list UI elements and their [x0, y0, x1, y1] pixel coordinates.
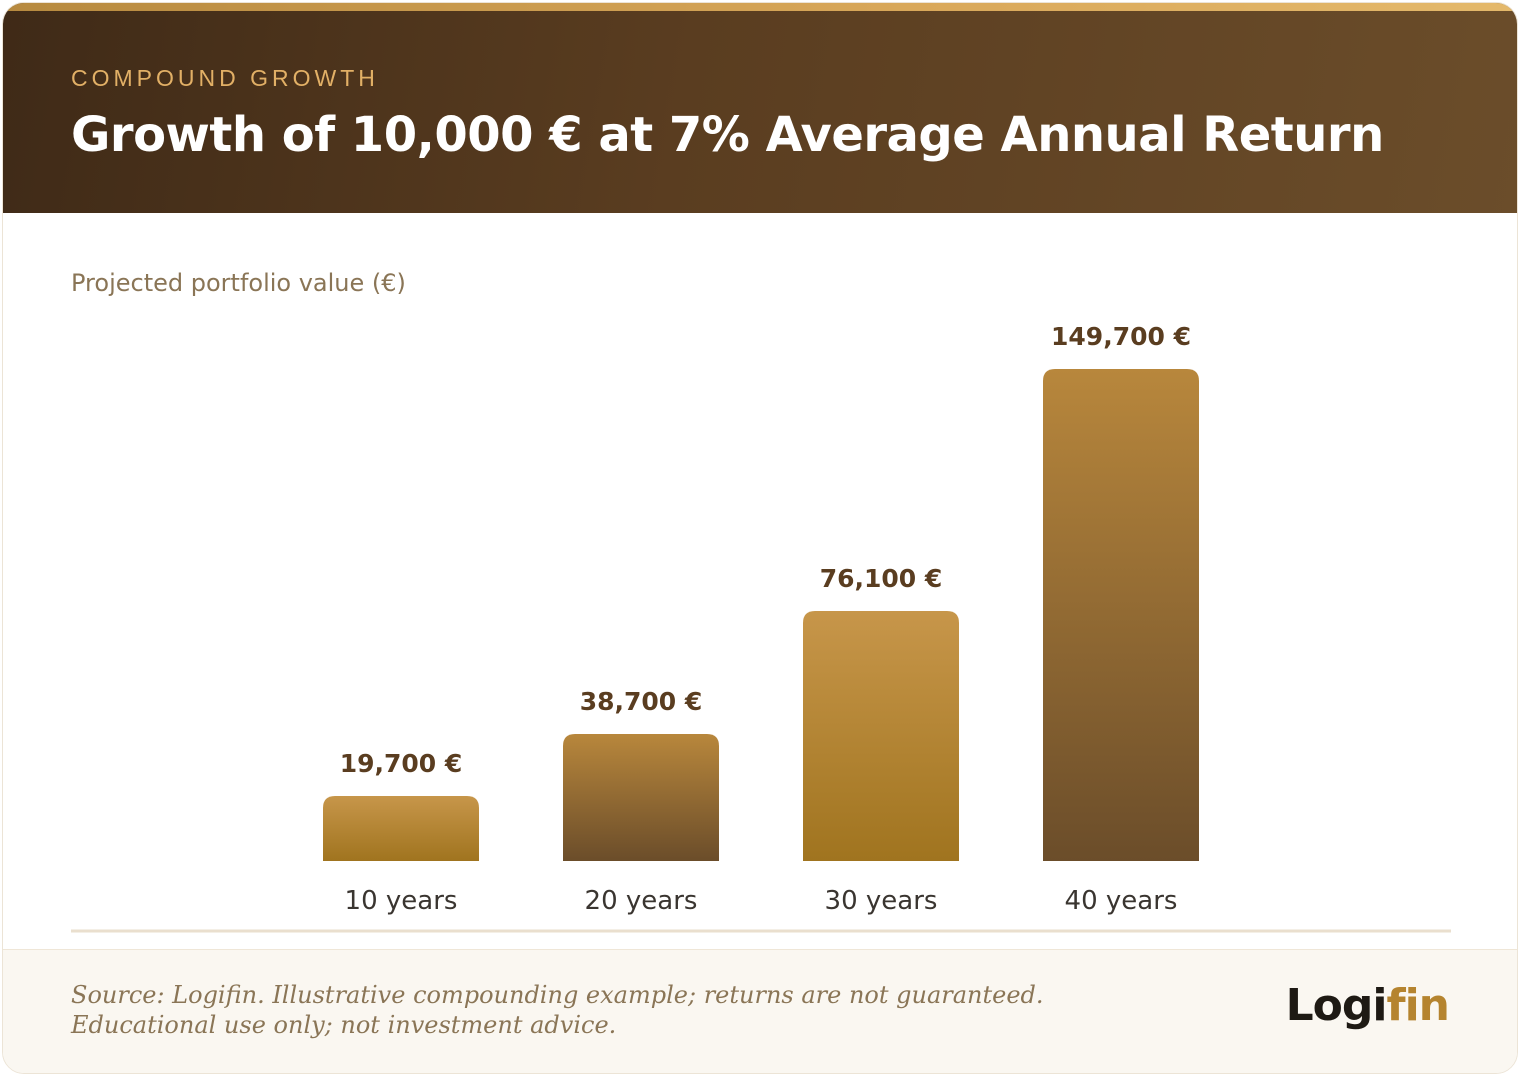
logo-main-text: Logi: [1285, 980, 1388, 1031]
bars-group: 19,700 € 10 years 38,700 € 20 years 76,100 €…: [323, 322, 1199, 916]
category-label: 20 years: [585, 886, 698, 916]
header-banner: COMPOUND GROWTH Growth of 10,000 € at 7%…: [3, 3, 1517, 213]
chart-title: Growth of 10,000 € at 7% Average Annual …: [71, 107, 1384, 163]
chart-area: Projected portfolio value (€) 19,700 € 10…: [3, 213, 1517, 949]
source-line-1: Source: Logifin. Illustrative compoundin…: [71, 981, 1044, 1009]
logifin-logo: Logifin: [1285, 980, 1450, 1031]
header-accent-stripe: [3, 3, 1517, 11]
bar-30-years: [803, 611, 959, 861]
eyebrow-label: COMPOUND GROWTH: [71, 65, 379, 91]
bar-20-years: [563, 734, 719, 861]
category-label: 40 years: [1065, 886, 1178, 916]
value-label: 38,700 €: [580, 687, 703, 716]
value-label: 149,700 €: [1051, 322, 1191, 351]
source-note: Source: Logifin. Illustrative compoundin…: [71, 980, 1044, 1040]
bar-10-years: [323, 796, 479, 861]
bar-chart: 19,700 € 10 years 38,700 € 20 years 76,100 €…: [71, 322, 1451, 933]
bar-40-years: [1043, 369, 1199, 861]
category-label: 30 years: [825, 886, 938, 916]
logo-accent-text: fin: [1386, 980, 1450, 1031]
source-line-2: Educational use only; not investment adv…: [71, 1011, 617, 1039]
y-axis-label: Projected portfolio value (€): [71, 269, 406, 297]
value-label: 76,100 €: [820, 564, 943, 593]
footer: Source: Logifin. Illustrative compoundin…: [3, 949, 1517, 1073]
category-label: 10 years: [345, 886, 458, 916]
value-label: 19,700 €: [340, 749, 463, 778]
